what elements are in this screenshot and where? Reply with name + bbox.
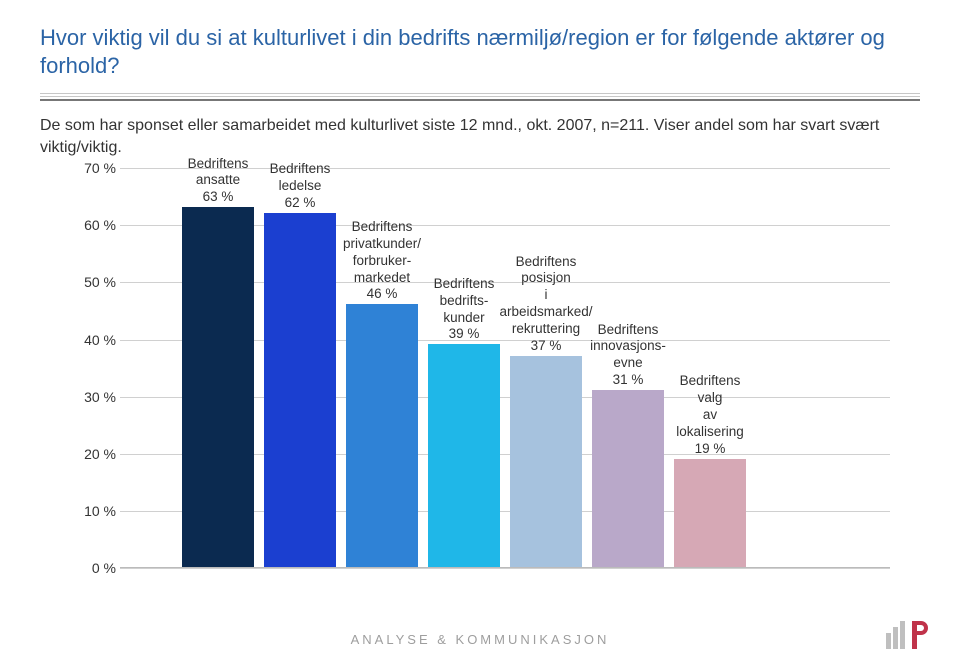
chart-ytick-label: 70 % bbox=[70, 160, 116, 176]
page-title: Hvor viktig vil du si at kulturlivet i d… bbox=[40, 24, 920, 79]
chart-ytick-label: 0 % bbox=[70, 560, 116, 576]
chart-bar-label: Bedriftensvalgavlokalisering19 % bbox=[645, 373, 775, 457]
chart-ytick-label: 60 % bbox=[70, 217, 116, 233]
footer-logo bbox=[886, 619, 932, 649]
chart-ytick-label: 30 % bbox=[70, 389, 116, 405]
bar-chart: Bedriftensansatte63 %Bedriftensledelse62… bbox=[70, 168, 890, 588]
chart-ytick-label: 40 % bbox=[70, 332, 116, 348]
chart-bar bbox=[346, 304, 418, 567]
chart-ytick-label: 50 % bbox=[70, 274, 116, 290]
chart-ytick-label: 10 % bbox=[70, 503, 116, 519]
chart-bar bbox=[674, 459, 746, 568]
slide-page: Hvor viktig vil du si at kulturlivet i d… bbox=[0, 0, 960, 661]
page-subtitle: De som har sponset eller samarbeidet med… bbox=[40, 115, 920, 158]
title-divider bbox=[40, 93, 920, 101]
chart-ytick-label: 20 % bbox=[70, 446, 116, 462]
chart-gridline bbox=[120, 568, 890, 569]
chart-bar-label: Bedriftensledelse62 % bbox=[235, 161, 365, 212]
slide-footer: ANALYSE & KOMMUNIKASJON bbox=[0, 619, 960, 649]
chart-bar bbox=[182, 207, 254, 567]
chart-bar bbox=[428, 344, 500, 567]
footer-brand-text: ANALYSE & KOMMUNIKASJON bbox=[351, 632, 610, 647]
chart-plot-area: Bedriftensansatte63 %Bedriftensledelse62… bbox=[120, 168, 890, 568]
